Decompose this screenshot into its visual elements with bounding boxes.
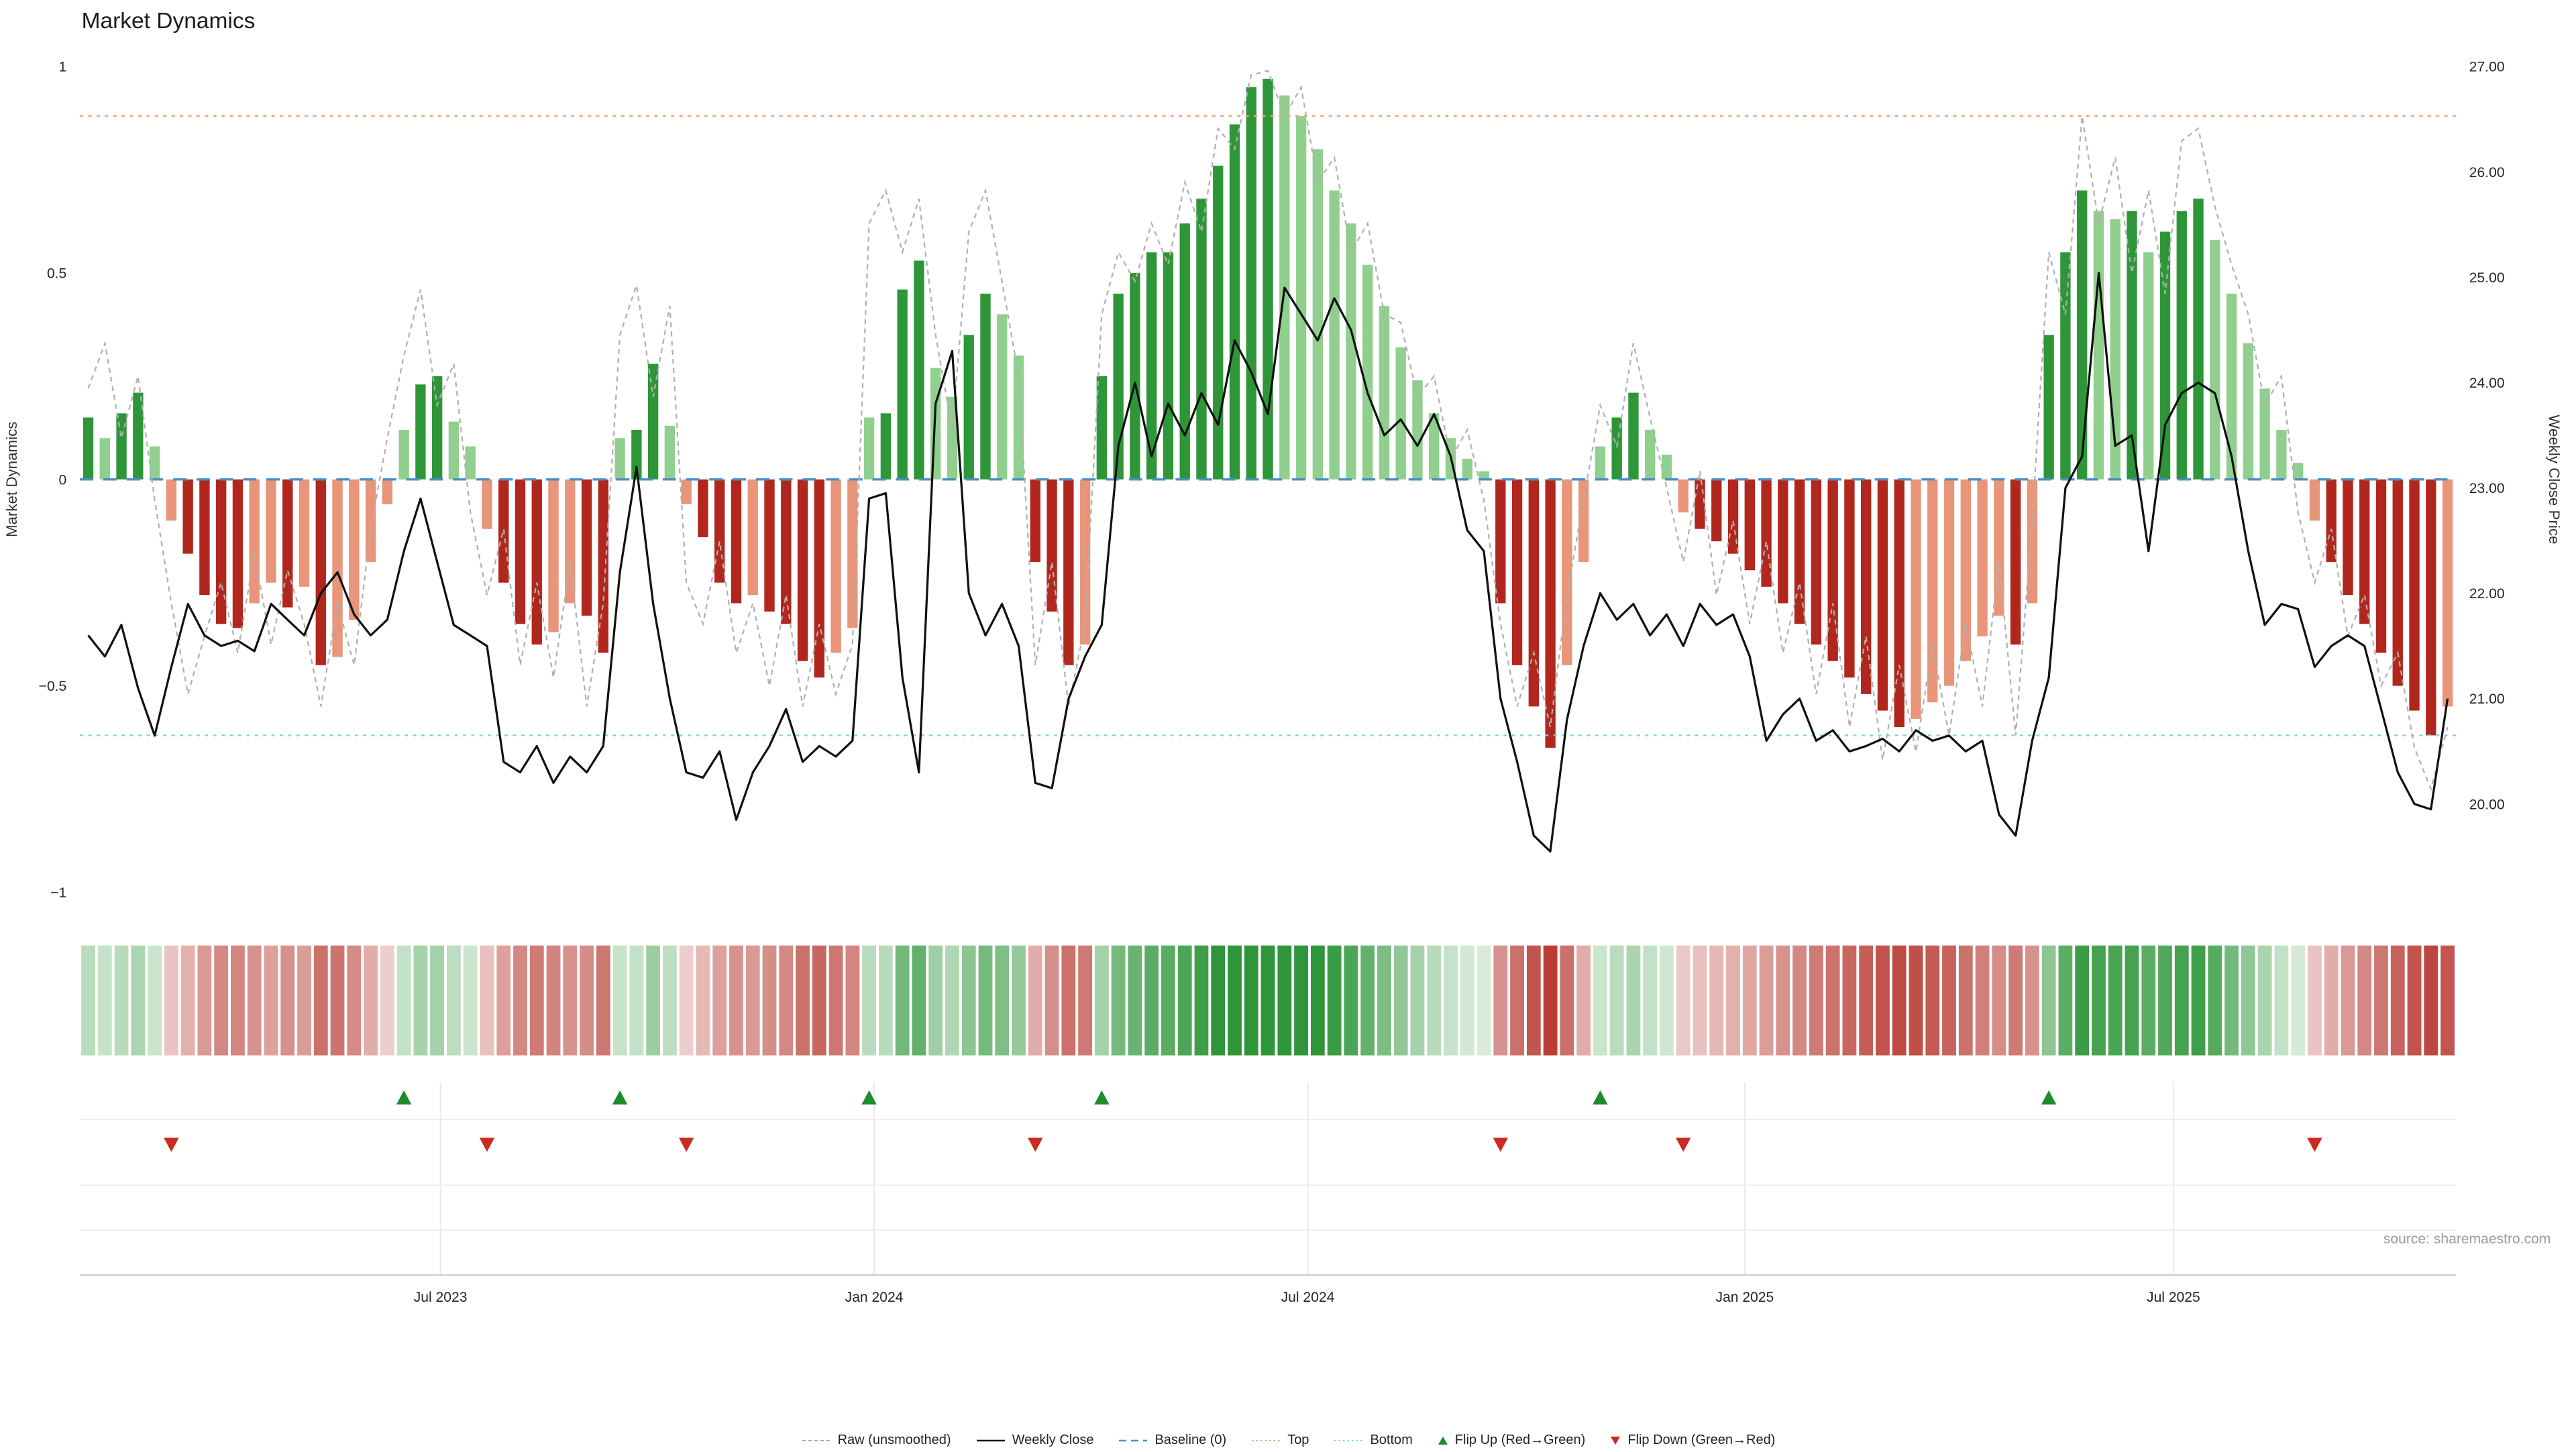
triangle-up-icon: [1438, 1436, 1448, 1445]
lower-gridlines: [80, 1082, 2456, 1276]
legend-item-weekly-close: Weekly Close: [975, 1433, 1094, 1448]
dashed-line-icon: [802, 1439, 830, 1441]
close-line: [87, 272, 2449, 853]
legend-label: Top: [1287, 1433, 1309, 1447]
legend-item-baseline: Baseline (0): [1118, 1433, 1226, 1448]
left-axis-label: Market Dynamics: [3, 422, 20, 537]
svg-text:0: 0: [59, 472, 67, 488]
legend-label: Bottom: [1370, 1433, 1413, 1447]
svg-text:20.00: 20.00: [2469, 797, 2505, 812]
legend-item-flip-up: Flip Up (Red→Green): [1437, 1433, 1586, 1448]
svg-text:23.00: 23.00: [2469, 481, 2505, 496]
svg-text:25.00: 25.00: [2469, 270, 2505, 286]
svg-text:Jan 2024: Jan 2024: [845, 1290, 904, 1305]
x-axis-ticks: Jul 2023 Jan 2024 Jul 2024 Jan 2025 Jul 2025: [414, 1290, 2200, 1305]
svg-text:22.00: 22.00: [2469, 586, 2505, 602]
legend-label: Baseline (0): [1155, 1433, 1227, 1447]
triangle-down-icon: [1611, 1436, 1621, 1445]
svg-text:26.00: 26.00: [2469, 165, 2505, 180]
legend-label: Flip Up (Red→Green): [1454, 1433, 1586, 1447]
svg-text:−0.5: −0.5: [39, 679, 67, 694]
chart-title: Market Dynamics: [82, 9, 256, 34]
svg-text:Jul 2024: Jul 2024: [1281, 1290, 1335, 1305]
source-text: source: sharemaestro.com: [2383, 1231, 2551, 1247]
svg-text:21.00: 21.00: [2469, 691, 2505, 707]
flip-up-markers: [396, 1090, 2057, 1105]
plot-area: 1 0.5 0 −0.5 −1 27.00 26.00 25.00 24.00 23.00 22.0…: [39, 60, 2505, 1305]
heatmap-strip: [81, 945, 2455, 1056]
legend: Raw (unsmoothed) Weekly Close Baseline (…: [0, 1433, 2576, 1448]
svg-text:1: 1: [59, 60, 67, 75]
legend-item-bottom: Bottom: [1333, 1433, 1413, 1448]
long-dash-line-icon: [1119, 1439, 1148, 1441]
raw-line: [87, 70, 2449, 791]
dotted-line-icon: [1334, 1439, 1363, 1441]
legend-item-top: Top: [1250, 1433, 1309, 1448]
svg-text:27.00: 27.00: [2469, 60, 2505, 75]
left-axis-ticks: 1 0.5 0 −0.5 −1: [39, 60, 67, 901]
svg-text:0.5: 0.5: [47, 266, 66, 281]
svg-text:Jan 2025: Jan 2025: [1716, 1290, 1774, 1305]
svg-text:24.00: 24.00: [2469, 376, 2505, 391]
svg-text:Jul 2025: Jul 2025: [2147, 1290, 2200, 1305]
legend-label: Weekly Close: [1012, 1433, 1094, 1447]
flip-down-markers: [164, 1137, 2322, 1152]
legend-item-raw: Raw (unsmoothed): [801, 1433, 951, 1448]
legend-label: Raw (unsmoothed): [837, 1433, 951, 1447]
svg-text:−1: −1: [50, 885, 66, 901]
svg-text:Jul 2023: Jul 2023: [414, 1290, 468, 1305]
legend-label: Flip Down (Green→Red): [1627, 1433, 1776, 1447]
legend-item-flip-down: Flip Down (Green→Red): [1609, 1433, 1775, 1448]
solid-line-icon: [976, 1439, 1005, 1441]
dynamics-bars: [83, 78, 2453, 748]
right-axis-ticks: 27.00 26.00 25.00 24.00 23.00 22.00 21.00 20.00: [2469, 60, 2505, 813]
right-axis-label: Weekly Close Price: [2546, 414, 2563, 544]
dotted-line-icon: [1252, 1439, 1281, 1441]
